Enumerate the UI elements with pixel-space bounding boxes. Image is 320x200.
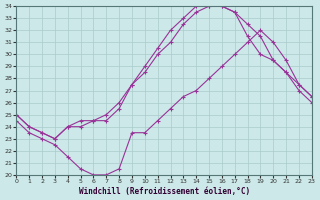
X-axis label: Windchill (Refroidissement éolien,°C): Windchill (Refroidissement éolien,°C) bbox=[78, 187, 250, 196]
